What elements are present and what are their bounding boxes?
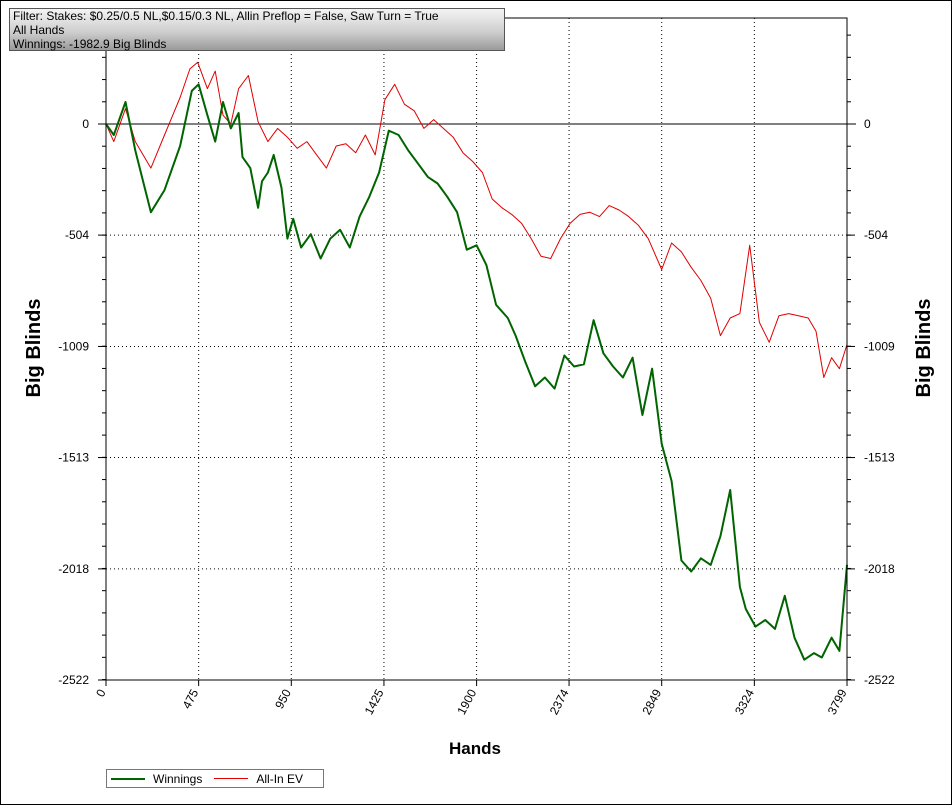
y-tick-label-left: 0 — [82, 117, 89, 131]
x-tick-label: 2374 — [547, 687, 572, 717]
y-axis-title-left: Big Blinds — [23, 299, 45, 398]
legend-label-winnings: Winnings — [153, 771, 203, 786]
series-line-winnings — [105, 83, 848, 661]
y-tick-label-right: -2018 — [864, 562, 895, 576]
y-tick-label-right: -1009 — [864, 339, 895, 353]
x-tick-label: 475 — [180, 687, 202, 712]
grid — [106, 18, 847, 680]
y-tick-label-left: -1513 — [58, 451, 89, 465]
y-tick-label-left: -1009 — [58, 339, 89, 353]
series-layer — [105, 61, 848, 661]
x-tick-label: 0 — [93, 687, 109, 700]
y-tick-label-right: -2522 — [864, 673, 895, 687]
legend-label-allin-ev: All-In EV — [256, 771, 304, 786]
x-tick-label: 1900 — [454, 687, 479, 717]
plot-area — [105, 17, 848, 681]
y-tick-label-right: 0 — [864, 117, 871, 131]
y-tick-label-left: -504 — [65, 228, 89, 242]
filter-info-box: Filter: Stakes: $0.25/0.5 NL,$0.15/0.3 N… — [9, 8, 505, 51]
x-axis-title: Hands — [449, 739, 501, 758]
x-tick-label: 3799 — [825, 687, 850, 717]
allin-ev-swatch — [214, 778, 249, 779]
y-tick-label-left: -2522 — [58, 673, 89, 687]
y-tick-label-right: -504 — [864, 228, 888, 242]
hands-text: All Hands — [13, 23, 65, 37]
winnings-summary: Winnings: -1982.9 Big Blinds — [13, 37, 167, 51]
legend-entry-allin-ev: All-In EV — [214, 772, 303, 786]
filter-text: Filter: Stakes: $0.25/0.5 NL,$0.15/0.3 N… — [13, 9, 439, 23]
x-tick-label: 3324 — [732, 687, 757, 717]
y-axis-title-right: Big Blinds — [913, 299, 935, 398]
legend-entry-winnings: Winnings — [111, 772, 202, 786]
series-line-all-in-ev — [105, 61, 848, 378]
x-tick-label: 2849 — [639, 687, 664, 717]
winnings-swatch — [111, 777, 145, 780]
x-tick-label: 950 — [272, 687, 294, 712]
legend: Winnings All-In EV — [106, 769, 324, 788]
y-tick-label-left: -2018 — [58, 562, 89, 576]
x-tick-label: 1425 — [362, 687, 387, 717]
y-tick-label-right: -1513 — [864, 451, 895, 465]
